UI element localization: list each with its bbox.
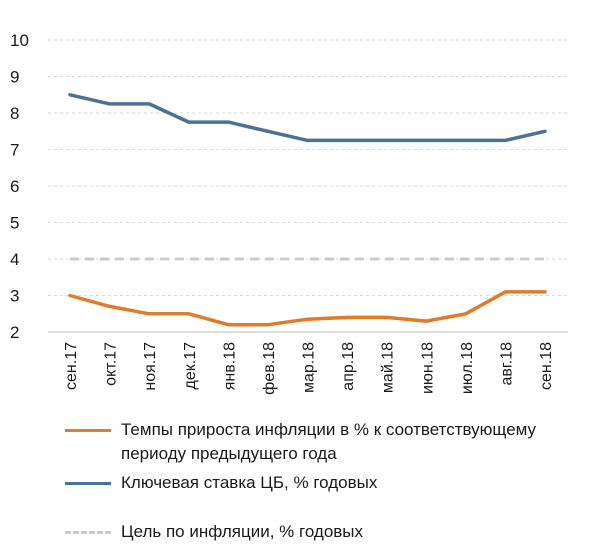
- x-tick-label: ноя.17: [142, 342, 159, 391]
- x-axis-ticks: сен.17 окт.17 ноя.17 дек.17 янв.18 фев.18 мар.…: [63, 342, 555, 395]
- y-tick-label: 3: [10, 287, 19, 306]
- x-tick-label: июн.18: [419, 342, 436, 394]
- y-tick-label: 6: [10, 177, 19, 196]
- y-tick-label: 9: [10, 68, 19, 87]
- x-tick-label: фев.18: [261, 342, 278, 395]
- y-tick-label: 7: [10, 141, 19, 160]
- y-tick-label: 4: [10, 250, 19, 269]
- legend-item-inflation-target: Цель по инфляции, % годовых: [65, 520, 591, 544]
- y-tick-label: 8: [10, 104, 19, 123]
- x-tick-label: авг.18: [498, 342, 515, 386]
- legend-label-inflation-target: Цель по инфляции, % годовых: [121, 522, 364, 541]
- x-tick-label: апр.18: [340, 342, 357, 391]
- gridlines: [48, 39, 568, 296]
- legend-swatch-inflation-target: [65, 531, 111, 534]
- x-tick-label: дек.17: [182, 342, 199, 390]
- legend-label-key-rate: Ключевая ставка ЦБ, % годовых: [121, 473, 378, 492]
- line-chart: 2 3 4 5 6 7 8 9 10 сен.17 окт.17 ноя.17 дек.17 янв.1…: [10, 31, 568, 395]
- x-tick-label: янв.18: [221, 342, 238, 390]
- y-tick-label: 10: [10, 31, 29, 50]
- series-line-key-rate: [68, 93, 547, 143]
- series-lines: [68, 93, 547, 327]
- legend-label-inflation: Темпы прироста инфляции в % к соответств…: [121, 420, 537, 463]
- x-tick-label: июл.18: [459, 342, 476, 394]
- y-tick-label: 2: [10, 323, 19, 342]
- x-tick-label: мар.18: [301, 342, 318, 393]
- y-axis-ticks: 2 3 4 5 6 7 8 9 10: [10, 31, 29, 342]
- legend-item-key-rate: Ключевая ставка ЦБ, % годовых: [65, 471, 591, 495]
- legend-item-inflation: Темпы прироста инфляции в % к соответств…: [65, 418, 591, 466]
- x-tick-label: сен.18: [538, 342, 555, 390]
- x-tick-label: сен.17: [63, 342, 80, 390]
- x-tick-label: май.18: [380, 342, 397, 393]
- y-tick-label: 5: [10, 214, 19, 233]
- x-tick-label: окт.17: [103, 342, 120, 386]
- series-line-inflation: [68, 290, 547, 327]
- legend-swatch-key-rate: [65, 482, 111, 485]
- legend-swatch-inflation: [65, 429, 111, 432]
